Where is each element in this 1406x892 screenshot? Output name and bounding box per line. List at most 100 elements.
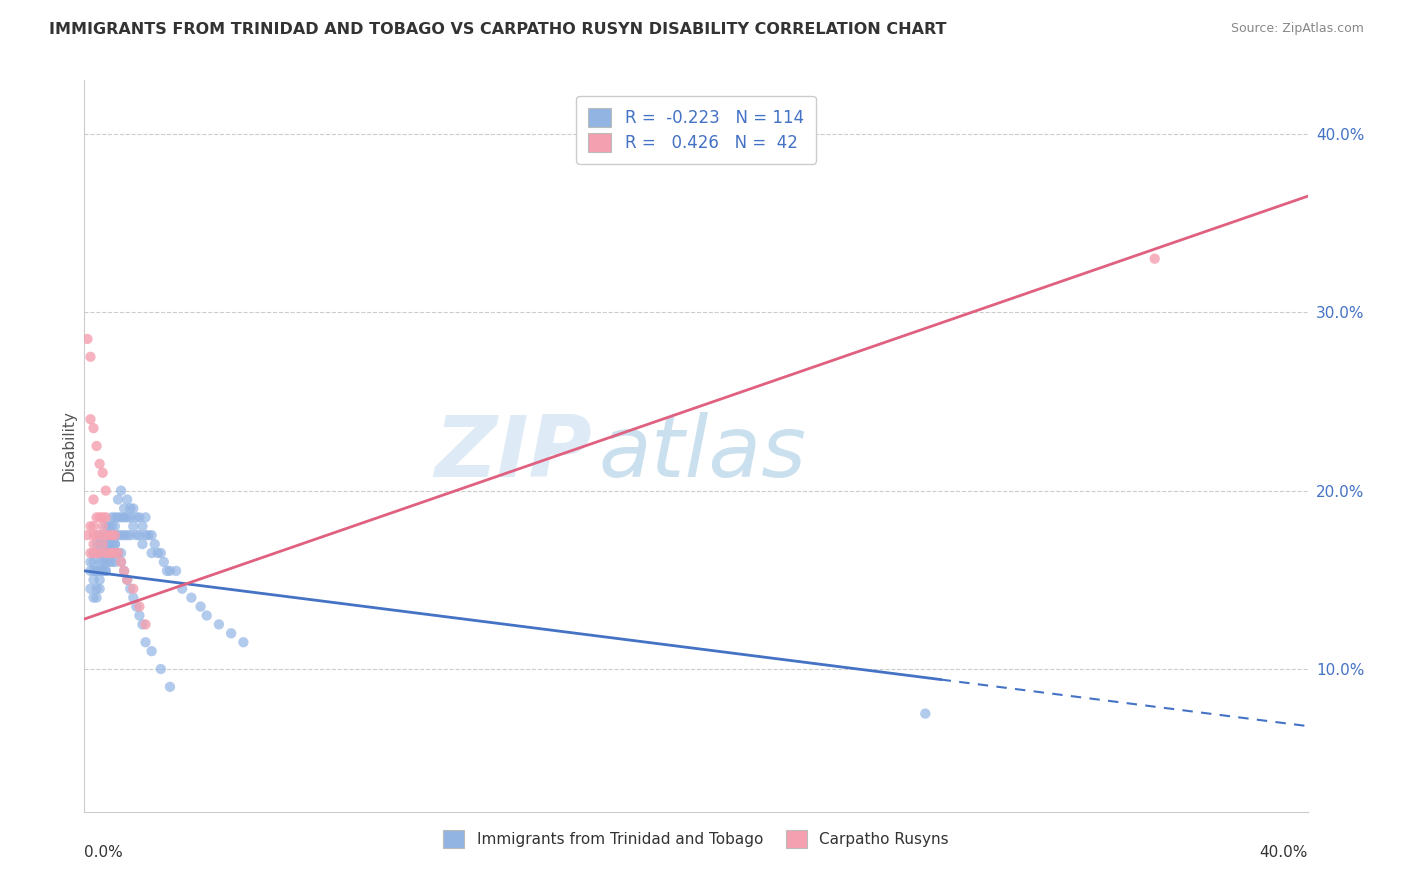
Point: [89, 546, 111, 560]
Point: [115, 510, 138, 524]
Point: [1143, 252, 1166, 266]
Point: [91, 546, 114, 560]
Point: [138, 528, 160, 542]
Point: [83, 421, 105, 435]
Point: [120, 510, 142, 524]
Point: [86, 528, 108, 542]
Point: [110, 510, 132, 524]
Point: [104, 546, 127, 560]
Point: [97, 537, 120, 551]
Point: [89, 510, 111, 524]
Point: [115, 573, 138, 587]
Point: [112, 564, 135, 578]
Point: [107, 528, 129, 542]
Point: [89, 528, 111, 542]
Point: [135, 528, 157, 542]
Point: [86, 564, 108, 578]
Point: [104, 528, 127, 542]
Point: [89, 546, 111, 560]
Point: [89, 457, 111, 471]
Point: [120, 582, 142, 596]
Point: [86, 546, 108, 560]
Point: [94, 546, 117, 560]
Point: [86, 564, 108, 578]
Point: [112, 501, 135, 516]
Point: [79, 564, 101, 578]
Point: [120, 528, 142, 542]
Point: [120, 501, 142, 516]
Point: [91, 537, 114, 551]
Point: [97, 528, 120, 542]
Point: [86, 546, 108, 560]
Point: [91, 466, 114, 480]
Point: [101, 546, 124, 560]
Text: IMMIGRANTS FROM TRINIDAD AND TOBAGO VS CARPATHO RUSYN DISABILITY CORRELATION CHA: IMMIGRANTS FROM TRINIDAD AND TOBAGO VS C…: [49, 22, 946, 37]
Point: [83, 492, 105, 507]
Point: [159, 564, 181, 578]
Text: ZIP: ZIP: [434, 412, 592, 495]
Point: [143, 537, 166, 551]
Point: [115, 492, 138, 507]
Point: [131, 537, 153, 551]
Point: [79, 519, 101, 533]
Point: [101, 510, 124, 524]
Point: [79, 555, 101, 569]
Point: [159, 680, 181, 694]
Point: [101, 528, 124, 542]
Point: [195, 608, 218, 623]
Point: [122, 501, 145, 516]
Point: [94, 528, 117, 542]
Point: [89, 537, 111, 551]
Point: [83, 519, 105, 533]
Point: [110, 555, 132, 569]
Point: [91, 510, 114, 524]
Point: [190, 599, 212, 614]
Point: [208, 617, 231, 632]
Point: [94, 528, 117, 542]
Point: [110, 483, 132, 498]
Point: [83, 537, 105, 551]
Point: [79, 412, 101, 426]
Point: [110, 546, 132, 560]
Point: [91, 564, 114, 578]
Point: [125, 528, 148, 542]
Point: [91, 564, 114, 578]
Legend: Immigrants from Trinidad and Tobago, Carpatho Rusyns: Immigrants from Trinidad and Tobago, Car…: [436, 822, 956, 855]
Point: [79, 350, 101, 364]
Point: [128, 510, 150, 524]
Point: [94, 564, 117, 578]
Point: [101, 546, 124, 560]
Point: [165, 564, 187, 578]
Point: [107, 546, 129, 560]
Point: [101, 555, 124, 569]
Point: [104, 537, 127, 551]
Point: [94, 519, 117, 533]
Point: [94, 555, 117, 569]
Point: [91, 537, 114, 551]
Point: [86, 591, 108, 605]
Point: [89, 564, 111, 578]
Point: [86, 510, 108, 524]
Point: [115, 573, 138, 587]
Point: [107, 546, 129, 560]
Point: [172, 582, 194, 596]
Text: 40.0%: 40.0%: [1260, 845, 1308, 860]
Point: [135, 635, 157, 649]
Point: [83, 573, 105, 587]
Point: [232, 635, 254, 649]
Point: [104, 537, 127, 551]
Point: [97, 546, 120, 560]
Point: [101, 519, 124, 533]
Point: [79, 582, 101, 596]
Point: [141, 644, 163, 658]
Point: [101, 528, 124, 542]
Point: [94, 564, 117, 578]
Point: [128, 608, 150, 623]
Point: [76, 528, 98, 542]
Point: [149, 662, 172, 676]
Point: [149, 546, 172, 560]
Point: [83, 591, 105, 605]
Point: [97, 555, 120, 569]
Point: [97, 546, 120, 560]
Text: 0.0%: 0.0%: [84, 845, 124, 860]
